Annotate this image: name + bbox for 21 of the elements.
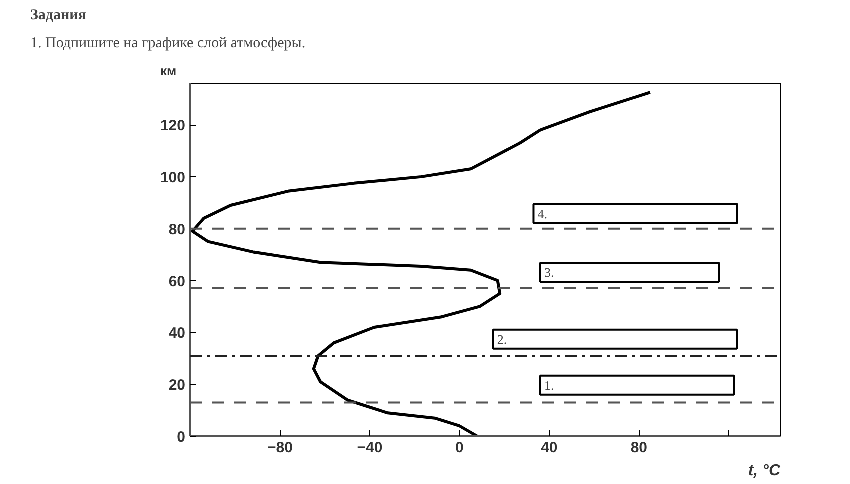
y-tick-label: 120 <box>160 118 186 135</box>
line-series <box>191 91 652 436</box>
x-tick-label: 0 <box>456 440 464 456</box>
x-tick-label: 80 <box>630 440 648 456</box>
x-axis-title: t, °C <box>748 462 781 480</box>
y-axis-title: км <box>160 64 177 78</box>
chart-subtitle: 1. Подпишите на графике слой атмосферы. <box>30 36 306 52</box>
y-tick-label: 100 <box>160 169 186 186</box>
text: Задания <box>30 8 86 24</box>
y-tick-label: 60 <box>168 273 186 290</box>
y-tick-label: 80 <box>168 221 186 238</box>
x-tick-label: −80 <box>268 440 293 456</box>
x-tick-label: 40 <box>541 440 558 456</box>
y-tick-label: 20 <box>168 377 186 394</box>
annotation: 2. <box>497 332 508 347</box>
annotation: 4. <box>538 206 548 222</box>
y-tick-label: 40 <box>168 325 186 342</box>
x-tick-label: −40 <box>357 440 383 456</box>
annotation: 3. <box>544 264 554 280</box>
annotation: 1. <box>544 378 554 393</box>
y-tick-label: 0 <box>177 429 186 446</box>
